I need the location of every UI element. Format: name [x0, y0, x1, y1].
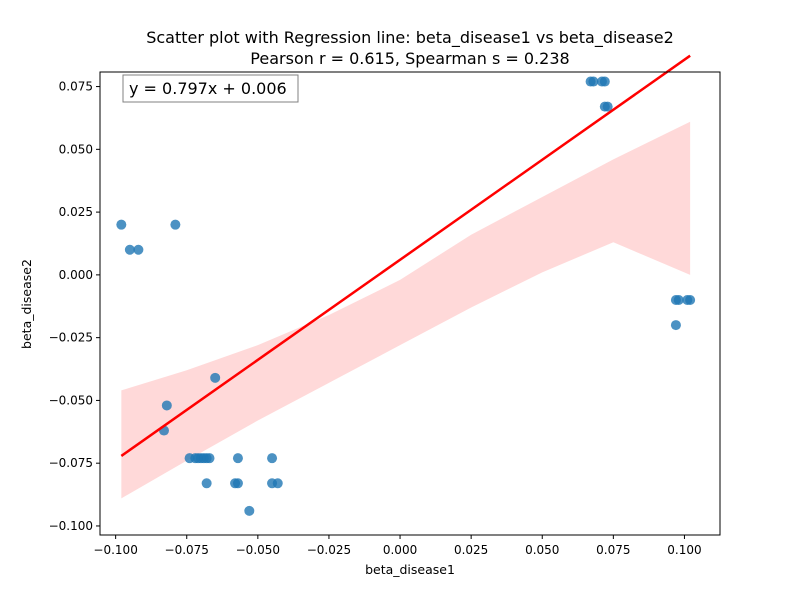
scatter-point [170, 219, 181, 230]
equation-label: y = 0.797x + 0.006 [129, 79, 287, 98]
x-tick-label: 0.025 [454, 543, 488, 557]
x-tick-label: −0.025 [307, 543, 351, 557]
scatter-point [602, 101, 613, 112]
scatter-point [201, 478, 212, 489]
y-tick-label: −0.100 [49, 519, 93, 533]
x-tick-label: 0.075 [596, 543, 630, 557]
scatter-point [685, 294, 696, 305]
scatter-point [204, 453, 215, 464]
y-tick-label: −0.075 [49, 456, 93, 470]
y-tick-label: 0.025 [59, 205, 93, 219]
y-tick-label: 0.050 [59, 142, 93, 156]
plot-area [116, 54, 696, 516]
equation-box: y = 0.797x + 0.006 [122, 74, 299, 103]
x-tick-label: −0.100 [93, 543, 137, 557]
x-tick-label: 0.100 [667, 543, 701, 557]
chart-title: Scatter plot with Regression line: beta_… [146, 28, 674, 48]
scatter-point [124, 244, 135, 255]
scatter-point [588, 76, 599, 87]
y-tick-label: −0.050 [49, 393, 93, 407]
confidence-band [121, 121, 691, 499]
y-tick-label: −0.025 [49, 331, 93, 345]
scatter-point [599, 76, 610, 87]
x-axis-label: beta_disease1 [365, 562, 455, 577]
scatter-point [232, 453, 243, 464]
scatter-point [670, 320, 681, 331]
y-tick-label: 0.075 [59, 80, 93, 94]
scatter-point [210, 372, 221, 383]
regression-line [120, 54, 691, 457]
x-tick-label: 0.000 [383, 543, 417, 557]
x-tick-label: 0.050 [525, 543, 559, 557]
scatter-point [267, 453, 278, 464]
y-axis: −0.100 −0.075 −0.050 −0.025 0.000 0.025 0.050 0… [49, 80, 100, 533]
scatter-point [232, 478, 243, 489]
equation-box-frame [122, 74, 299, 103]
x-tick-label: −0.050 [236, 543, 280, 557]
axes-frame [99, 71, 721, 536]
scatter-point [673, 294, 684, 305]
y-axis-label: beta_disease2 [19, 259, 34, 349]
scatter-point [133, 244, 144, 255]
chart-subtitle: Pearson r = 0.615, Spearman s = 0.238 [250, 49, 569, 68]
x-tick-label: −0.075 [165, 543, 209, 557]
scatter-point [161, 400, 172, 411]
y-tick-label: 0.000 [59, 268, 93, 282]
scatter-point [244, 505, 255, 516]
x-axis: −0.100 −0.075 −0.050 −0.025 0.000 0.025 0.050 0… [93, 535, 702, 557]
scatter-point [116, 219, 127, 230]
scatter-point [272, 478, 283, 489]
